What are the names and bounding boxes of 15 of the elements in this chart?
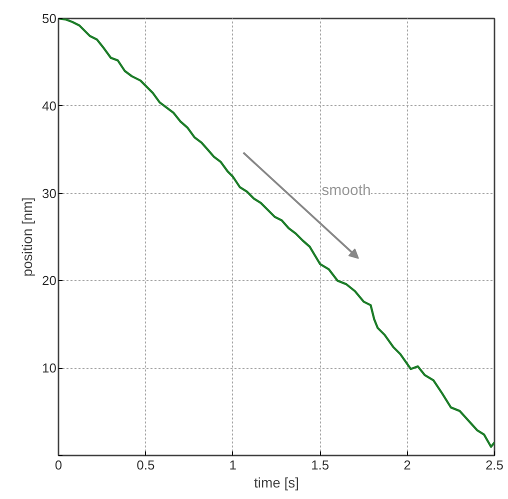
y-tick-label: 20 (42, 273, 57, 288)
x-tick-label: 1 (229, 458, 237, 472)
x-tick-label: 2 (404, 458, 411, 472)
x-axis-title: time [s] (254, 474, 300, 490)
x-tick-label: 0 (54, 458, 62, 472)
y-tick-label: 40 (42, 98, 57, 114)
y-axis-title: position [nm] (19, 197, 36, 277)
line-series (58, 18, 494, 448)
y-tick-label: 50 (42, 11, 57, 26)
annotation: smooth (322, 182, 371, 200)
y-tick-label: 30 (42, 186, 57, 201)
x-tick-label: 0.5 (136, 458, 155, 472)
x-tick-label: 1.5 (311, 458, 330, 472)
y-tick-label: 10 (42, 360, 57, 376)
x-tick-label: 2.5 (485, 458, 504, 472)
